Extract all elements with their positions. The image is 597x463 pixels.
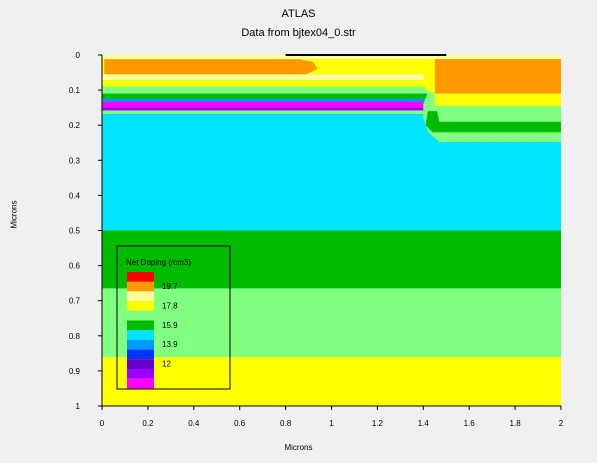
- y-axis-label: Microns: [9, 200, 19, 229]
- x-tick-label: 2: [559, 419, 564, 428]
- region-right-orange: [434, 59, 561, 94]
- legend-swatch: [127, 281, 154, 292]
- y-tick-label: 0: [76, 51, 81, 60]
- plot-axes: 0 0.2 0.4 0.6 0.8 1 1.2 1.4 1.6 1.8 2 0 0.1 0.2 0.3 0.4…: [69, 51, 564, 428]
- region-right-green: [425, 111, 561, 133]
- legend-swatch: [127, 359, 154, 369]
- y-tick-label: 0.4: [69, 191, 81, 200]
- y-tick-label: 0.6: [69, 262, 81, 271]
- x-tick-label: 1.8: [510, 419, 522, 428]
- region-base-light-green: [102, 86, 431, 94]
- region-green-band: [102, 230, 561, 289]
- legend-swatch: [127, 310, 154, 321]
- region-base-lower-light-green: [102, 110, 426, 114]
- legend-swatch: [127, 378, 154, 389]
- x-tick-label: 0: [100, 419, 105, 428]
- x-tick-label: 1.2: [372, 419, 384, 428]
- legend: Net Doping (/cm3) 19.7 17.8 15.9 13.9 12: [116, 245, 231, 390]
- region-base-violet: [102, 107, 426, 111]
- region-light-green-band: [102, 288, 561, 357]
- region-right-light-green-2: [434, 105, 561, 113]
- y-tick-label: 0.3: [69, 156, 81, 165]
- y-tick-label: 0.9: [69, 367, 81, 376]
- legend-swatch: [127, 320, 154, 331]
- x-tick-label: 1: [329, 419, 334, 428]
- region-base-yellow: [102, 80, 435, 87]
- region-yellow-band: [102, 356, 561, 406]
- legend-swatch: [127, 330, 154, 340]
- region-base-green: [102, 93, 428, 99]
- legend-label: 13.9: [162, 340, 178, 349]
- x-tick-label: 0.8: [280, 419, 292, 428]
- x-tick-label: 0.6: [234, 419, 246, 428]
- region-emitter-light-yellow: [102, 74, 435, 81]
- region-emitter-orange: [104, 59, 318, 75]
- legend-label: 19.7: [162, 282, 178, 291]
- y-tick-label: 0.2: [69, 121, 81, 130]
- y-tick-label: 0.5: [69, 227, 81, 236]
- legend-title: Net Doping (/cm3): [126, 258, 191, 267]
- legend-box: [116, 245, 231, 390]
- legend-label: 17.8: [162, 301, 178, 310]
- region-surface-light-yellow: [102, 55, 561, 60]
- legend-swatch: [127, 291, 154, 302]
- region-right-yellow-edge: [423, 59, 435, 94]
- legend-swatch: [127, 301, 154, 311]
- y-tick-label: 0.7: [69, 297, 81, 306]
- legend-swatch: [127, 369, 154, 379]
- x-axis-label: Microns: [284, 443, 313, 452]
- region-right-yellow: [434, 93, 561, 106]
- legend-swatch: [127, 349, 154, 360]
- y-tick-label: 0.8: [69, 332, 81, 341]
- x-tick-label: 1.4: [418, 419, 430, 428]
- legend-swatch: [127, 339, 154, 350]
- emitter-contact: [285, 54, 447, 56]
- legend-swatch: [127, 272, 154, 282]
- x-tick-label: 0.4: [188, 419, 200, 428]
- x-tick-label: 1.6: [464, 419, 476, 428]
- region-base-blue: [102, 98, 428, 102]
- legend-label: 12: [162, 360, 171, 369]
- region-base-magenta: [102, 101, 426, 108]
- doping-regions: [102, 54, 561, 406]
- plot-subtitle: Data from bjtex04_0.str: [241, 27, 356, 39]
- y-tick-label: 0.1: [69, 86, 81, 95]
- x-tick-label: 0.2: [142, 419, 154, 428]
- app-title: ATLAS: [281, 8, 316, 20]
- y-tick-label: 1: [76, 402, 81, 411]
- legend-label: 15.9: [162, 321, 178, 330]
